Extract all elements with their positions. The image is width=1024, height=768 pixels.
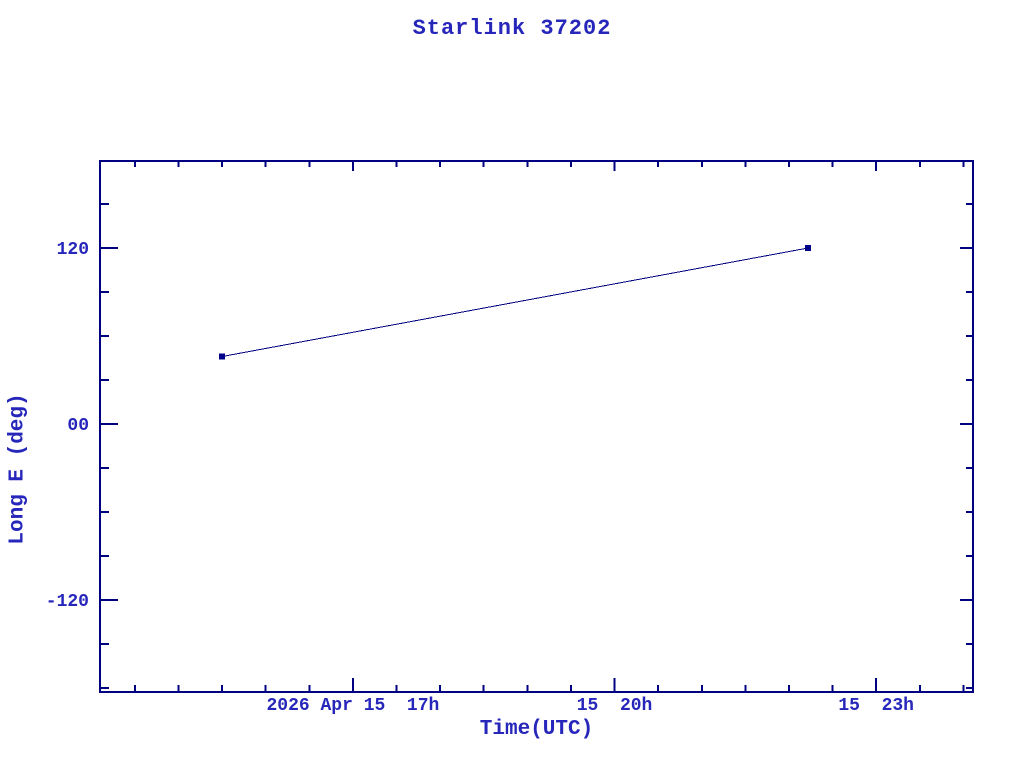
data-point-marker bbox=[219, 353, 226, 360]
y-tick-label: 120 bbox=[57, 240, 89, 260]
series-line bbox=[222, 247, 809, 358]
y-tick-label: -120 bbox=[46, 592, 89, 612]
x-axis-label: Time(UTC) bbox=[479, 718, 594, 741]
plot-frame bbox=[99, 160, 974, 693]
y-tick-label: 00 bbox=[67, 416, 89, 436]
x-tick-label: 15 20h bbox=[577, 696, 653, 716]
x-tick-label: 2026 Apr 15 17h bbox=[267, 696, 440, 716]
chart-title: Starlink 37202 bbox=[412, 16, 612, 41]
data-point-marker bbox=[805, 244, 812, 251]
x-tick-label: 15 23h bbox=[838, 696, 914, 716]
